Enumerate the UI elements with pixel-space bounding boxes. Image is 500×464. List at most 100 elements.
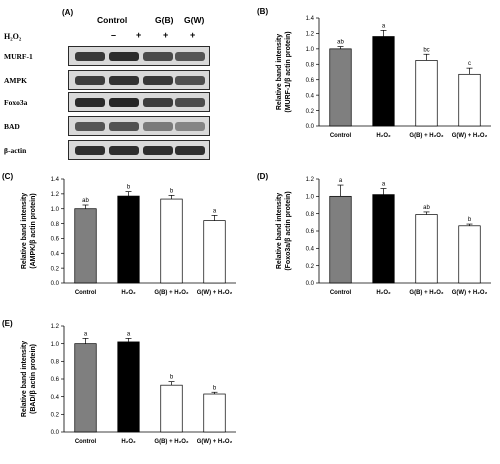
chart-1-xlabel-1: H₂O₂ [121, 290, 136, 296]
chart-2-ylabel-line-1: (Foxo3a/β actin protein) [285, 191, 292, 270]
chart-1-ytick-label-6: 1.2 [51, 192, 60, 198]
chart-2-xlabel-1: H₂O₂ [376, 290, 391, 296]
chart-2-bar-2 [415, 214, 438, 284]
panel-label-a: (A) [62, 8, 74, 17]
chart-3-ytick-label-6: 1.2 [51, 324, 60, 330]
chart-1-ytick-label-5: 1.0 [51, 207, 60, 213]
chart-2-ytick-label-0: 0.0 [306, 281, 315, 287]
chart-1-xlabel-3: G(W) + H₂O₂ [197, 290, 233, 296]
chart-1-letter-2: b [170, 188, 174, 194]
chart-2-ytick-label-1: 0.2 [306, 264, 315, 270]
chart-1-ytick-label-1: 0.2 [51, 266, 60, 272]
chart-2-bar-3 [458, 225, 481, 284]
chart-e-bad: (E) 0.0 0.2 0.4 0.6 0.8 1.0 1.2 Relative band in… [2, 319, 236, 445]
chart-3-ytick-label-4: 0.8 [51, 360, 60, 366]
blot-header-gw: G(W) [184, 15, 205, 25]
blot-strip-murf1 [68, 46, 210, 66]
chart-3-letter-1: a [127, 331, 131, 337]
chart-2-ytick-label-2: 0.4 [306, 247, 315, 253]
chart-3-ylabel-line-0: Relative band intensity [21, 341, 28, 417]
chart-1-bar-1 [117, 195, 140, 284]
row-label-bad: BAD [4, 122, 20, 131]
chart-3-ylabel-line-1: (BAD/β actin protein) [30, 344, 37, 414]
chart-2-xlabel-3: G(W) + H₂O₂ [452, 290, 488, 296]
row-label-murf1: MURF-1 [4, 52, 33, 61]
chart-0-bar-2 [415, 60, 438, 127]
chart-2-letter-2: ab [423, 205, 430, 211]
chart-1-letter-1: b [127, 185, 131, 191]
chart-1-bar-2 [160, 198, 183, 284]
blot-header-gb: G(B) [155, 15, 174, 25]
blot-strip-beta-actin [68, 140, 210, 160]
chart-0-ytick-label-3: 0.6 [306, 78, 315, 84]
chart-3-bar-2 [160, 384, 183, 433]
chart-d-foxo3a: (D) 0.0 0.2 0.4 0.6 0.8 1.0 1.2 Relative band in… [257, 172, 491, 296]
chart-0-ytick-label-5: 1.0 [306, 47, 315, 53]
chart-2-letter-1: a [382, 182, 386, 188]
chart-0-ytick-label-6: 1.2 [306, 32, 315, 38]
chart-1-panel-label: (C) [2, 172, 13, 181]
chart-3-bar-3 [203, 393, 226, 433]
chart-3-ytick-label-1: 0.2 [51, 413, 60, 419]
chart-1-xlabel-2: G(B) + H₂O₂ [154, 290, 189, 296]
chart-2-letter-0: a [339, 178, 343, 184]
treatment-label: H₂O₂ [4, 32, 22, 41]
chart-2-ytick-label-4: 0.8 [306, 212, 315, 218]
chart-3-bar-1 [117, 341, 140, 433]
chart-3-ytick-label-3: 0.6 [51, 377, 60, 383]
chart-0-bar-1 [372, 36, 395, 127]
chart-1-bar-0 [74, 208, 97, 284]
chart-3-xlabel-3: G(W) + H₂O₂ [197, 439, 233, 445]
chart-2-bar-0 [329, 195, 352, 284]
chart-2-xlabel-2: G(B) + H₂O₂ [409, 290, 444, 296]
blot-header-control: Control [97, 15, 128, 25]
western-blot-panel: (A) Control G(B) G(W) H₂O₂ – + + + MURF-… [0, 0, 240, 165]
chart-0-ytick-label-7: 1.4 [306, 16, 315, 22]
chart-0-letter-2: bc [423, 47, 429, 53]
chart-0-panel-label: (B) [257, 7, 268, 16]
chart-3-ytick-label-5: 1.0 [51, 342, 60, 348]
blot-sign-1: – [111, 30, 117, 40]
chart-0-letter-0: ab [337, 40, 344, 46]
chart-0-xlabel-3: G(W) + H₂O₂ [452, 133, 488, 139]
chart-c-ampk: (C) 0.0 0.2 0.4 0.6 0.8 1.0 1.2 1.4 Relative band… [2, 172, 236, 296]
chart-0-letter-1: a [382, 23, 386, 29]
chart-b-murf1: (B) 0.0 0.2 0.4 0.6 0.8 1.0 1.2 1.4 Relative band… [257, 7, 491, 139]
blot-strip-ampk [68, 70, 210, 90]
chart-2-ytick-label-6: 1.2 [306, 177, 315, 183]
blot-strip-foxo3a [68, 92, 210, 112]
chart-3-letter-0: a [84, 331, 88, 337]
chart-3-ytick-label-2: 0.4 [51, 395, 60, 401]
chart-0-xlabel-1: H₂O₂ [376, 133, 391, 139]
chart-0-bar-3 [458, 73, 481, 127]
chart-1-xlabel-0: Control [75, 290, 97, 296]
chart-0-xlabel-2: G(B) + H₂O₂ [409, 133, 444, 139]
chart-0-ylabel-line-0: Relative band intensity [276, 34, 283, 110]
chart-1-bar-3 [203, 220, 226, 284]
chart-3-xlabel-1: H₂O₂ [121, 439, 136, 445]
chart-3-letter-3: b [213, 385, 217, 391]
chart-1-ytick-label-7: 1.4 [51, 177, 60, 183]
chart-0-xlabel-0: Control [330, 133, 352, 139]
chart-1-ytick-label-2: 0.4 [51, 251, 60, 257]
chart-0-ytick-label-1: 0.2 [306, 109, 315, 115]
chart-1-ytick-label-3: 0.6 [51, 237, 60, 243]
chart-1-ytick-label-0: 0.0 [51, 281, 60, 287]
chart-3-ytick-label-0: 0.0 [51, 430, 60, 436]
row-label-ampk: AMPK [4, 76, 27, 85]
chart-0-ytick-label-2: 0.4 [306, 93, 315, 99]
blot-strip-bad [68, 116, 210, 136]
chart-0-ytick-label-0: 0.0 [306, 124, 315, 130]
blot-sign-4: + [190, 30, 196, 40]
row-label-beta-actin: β-actin [4, 146, 27, 155]
chart-1-ylabel-line-0: Relative band intensity [21, 193, 28, 269]
chart-3-bar-0 [74, 343, 97, 433]
chart-1-ylabel-line-1: (AMPK/β actin protein) [30, 193, 37, 268]
chart-2-bar-1 [372, 194, 395, 284]
row-label-foxo3a: Foxo3a [4, 98, 28, 107]
chart-2-letter-3: b [468, 217, 472, 223]
chart-0-ytick-label-4: 0.8 [306, 62, 315, 68]
chart-2-ytick-label-3: 0.6 [306, 229, 315, 235]
chart-3-xlabel-2: G(B) + H₂O₂ [154, 439, 189, 445]
chart-1-letter-0: ab [82, 198, 89, 204]
